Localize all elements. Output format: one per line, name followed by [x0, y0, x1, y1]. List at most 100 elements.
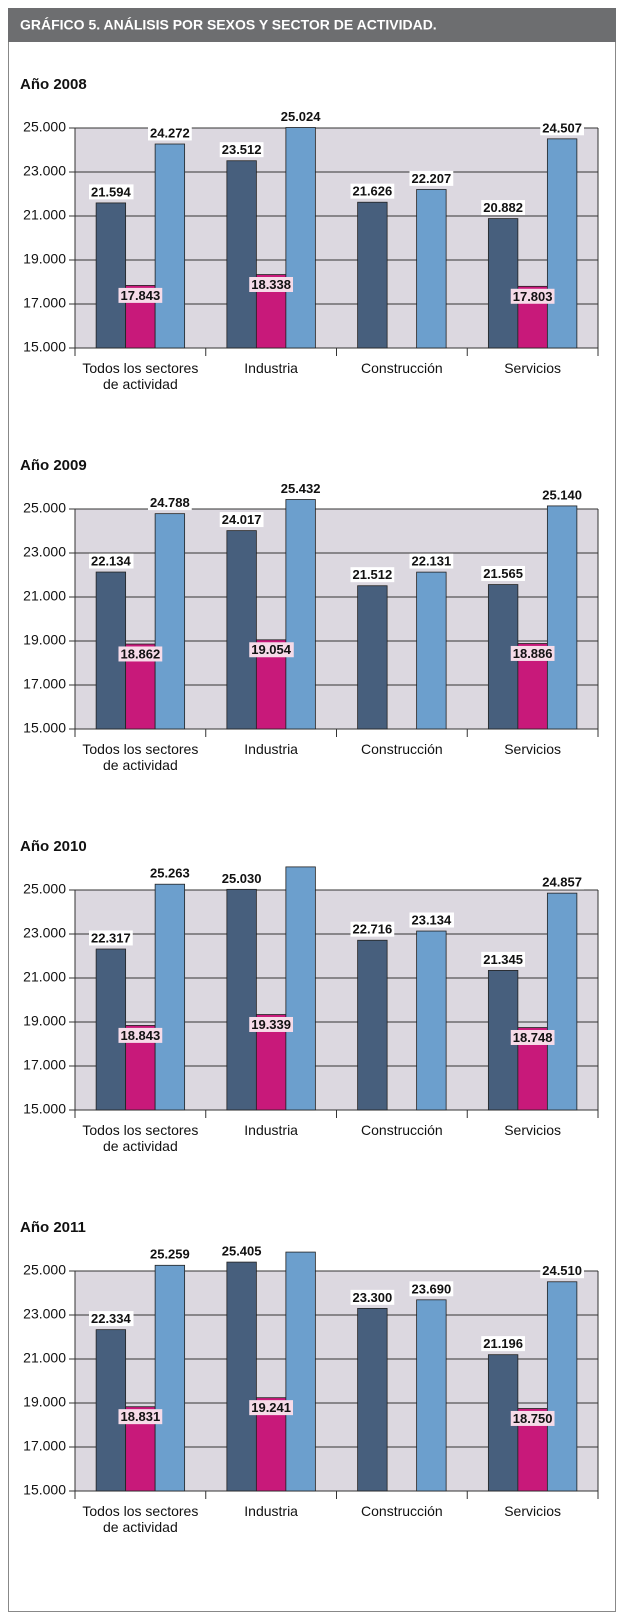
y-tick-label: 23.000	[23, 1306, 66, 1322]
value-label-bg	[249, 277, 294, 293]
value-label-bg	[88, 184, 134, 200]
value-label-bg	[481, 1336, 526, 1352]
bar	[285, 127, 316, 349]
value-label-bg	[350, 921, 395, 937]
x-tick-label: Servicios	[504, 1503, 562, 1519]
value-label: 25.140	[542, 487, 582, 502]
bar	[416, 930, 447, 1111]
value-label-bg	[409, 1281, 454, 1297]
value-label-bg	[118, 646, 163, 662]
y-tick-label: 21.000	[23, 207, 66, 223]
value-label-bg	[409, 170, 454, 186]
value-label-bg	[510, 1410, 555, 1426]
bar	[95, 948, 127, 1111]
y-tick-label: 21.000	[23, 969, 66, 985]
value-label-bg	[118, 287, 163, 303]
x-tick-label: Todos los sectores de actividad	[82, 1503, 199, 1535]
value-label-bg	[510, 1029, 555, 1045]
value-label: 25.024	[281, 109, 322, 124]
value-label: 21.565	[483, 566, 523, 581]
y-tick-label: 19.000	[23, 1394, 66, 1410]
bar	[546, 1281, 578, 1492]
y-tick-label: 19.000	[23, 251, 66, 267]
y-tick-label: 23.000	[23, 163, 66, 179]
bar	[416, 571, 447, 730]
value-label-bg	[88, 1311, 134, 1327]
bar	[154, 143, 186, 349]
x-tick-label: Construcción	[361, 1503, 443, 1519]
value-label-bg	[147, 495, 192, 511]
value-label: 21.512	[352, 567, 392, 582]
panel-title: Año 2011	[20, 1219, 86, 1236]
value-label: 25.030	[222, 871, 262, 886]
value-label-bg	[249, 642, 294, 658]
value-label-bg	[147, 865, 192, 881]
x-tick-label: Servicios	[504, 1122, 562, 1138]
value-label: 18.862	[120, 646, 160, 661]
value-label: 21.626	[352, 184, 392, 199]
value-label-bg	[540, 874, 585, 890]
y-tick-label: 23.000	[23, 925, 66, 941]
bar	[226, 888, 257, 1111]
value-label: 18.750	[513, 1411, 553, 1426]
value-label: 22.716	[352, 922, 392, 937]
value-label-bg	[350, 183, 395, 199]
value-label-bg	[88, 930, 133, 946]
value-label-bg	[510, 288, 555, 304]
value-label: 21.196	[483, 1336, 523, 1351]
value-label-bg	[249, 1400, 294, 1416]
value-label: 23.512	[222, 142, 262, 157]
value-label: 23.134	[411, 912, 452, 927]
bar	[546, 892, 578, 1111]
value-label-bg	[219, 1243, 264, 1259]
value-label: 24.857	[542, 875, 582, 890]
x-tick-label: Industria	[244, 360, 298, 376]
value-label: 22.334	[91, 1311, 132, 1326]
bar	[154, 883, 186, 1111]
y-tick-label: 25.000	[23, 500, 66, 516]
value-label-bg	[481, 951, 526, 967]
bar	[154, 513, 186, 730]
value-label-bg	[219, 142, 264, 158]
bar	[546, 505, 578, 730]
y-tick-label: 17.000	[23, 1057, 66, 1073]
value-label: 17.803	[513, 289, 553, 304]
value-label: 22.207	[411, 171, 451, 186]
bar	[546, 138, 578, 349]
panel-title: Año 2008	[20, 76, 87, 93]
value-label: 18.886	[513, 646, 553, 661]
bar	[154, 1264, 186, 1492]
y-tick-label: 15.000	[23, 1482, 66, 1498]
value-label-bg	[409, 553, 454, 569]
value-label: 24.272	[150, 125, 190, 140]
y-tick-label: 21.000	[23, 1350, 66, 1366]
value-label-bg	[118, 1027, 163, 1043]
value-label-bg	[147, 125, 192, 141]
y-tick-label: 15.000	[23, 1101, 66, 1117]
x-tick-label: Industria	[244, 741, 298, 757]
value-label-bg	[278, 108, 324, 124]
x-tick-label: Construcción	[361, 741, 443, 757]
bar	[285, 866, 316, 1111]
bar	[416, 1299, 447, 1492]
value-label-bg	[481, 200, 526, 216]
value-label-bg	[249, 1016, 294, 1032]
header-title: GRÁFICO 5. ANÁLISIS POR SEXOS Y SECTOR D…	[20, 17, 437, 33]
bar	[487, 218, 519, 349]
value-label-bg	[278, 480, 323, 496]
value-label: 18.338	[251, 277, 291, 292]
value-label: 18.843	[120, 1028, 160, 1043]
value-label-bg	[540, 120, 585, 136]
y-tick-label: 15.000	[23, 720, 66, 736]
x-tick-label: Industria	[244, 1122, 298, 1138]
value-label: 21.594	[91, 184, 132, 199]
y-tick-label: 17.000	[23, 295, 66, 311]
value-label: 24.507	[542, 120, 582, 135]
value-label: 22.134	[91, 553, 132, 568]
bar	[285, 1251, 316, 1492]
value-label-bg	[88, 553, 134, 569]
bar	[357, 201, 388, 349]
bar	[226, 530, 257, 730]
bar	[226, 1261, 257, 1492]
